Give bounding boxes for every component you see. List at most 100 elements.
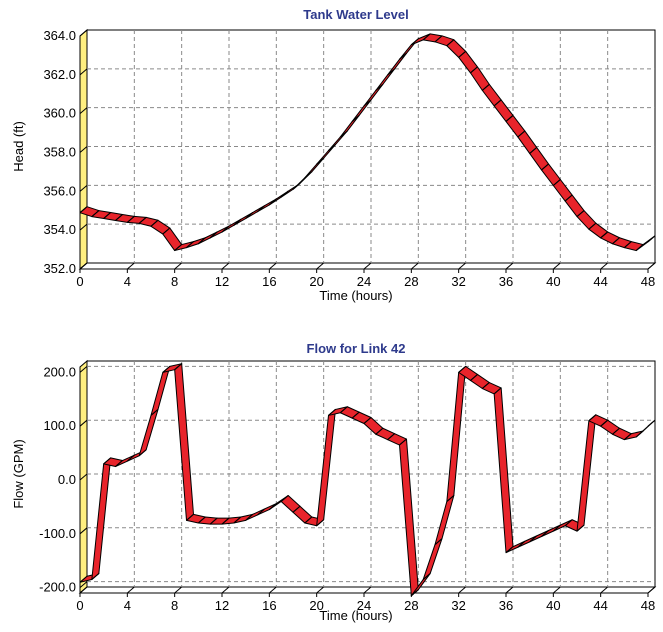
x-tick-label: 16 [262, 274, 276, 289]
x-tick-label: 24 [357, 598, 371, 613]
y-wall-tick [79, 68, 88, 76]
x-tick-label: 48 [641, 598, 655, 613]
data-point [233, 516, 242, 524]
data-point [186, 241, 194, 249]
data-point [529, 535, 537, 543]
data-point [505, 115, 514, 122]
data-point [647, 419, 656, 427]
data-point [600, 419, 608, 427]
data-point [624, 241, 632, 249]
x-floor-tick [600, 586, 608, 594]
data-point [328, 144, 336, 151]
data-point [292, 183, 301, 190]
x-tick-label: 16 [262, 598, 276, 613]
data-point [576, 210, 585, 217]
y-wall-tick [79, 581, 88, 588]
data-point [127, 216, 135, 223]
x-floor-tick [600, 262, 608, 270]
data-point [221, 225, 230, 233]
data-point [127, 454, 135, 462]
data-point [399, 52, 407, 60]
x-floor-tick [174, 586, 182, 594]
y-wall-tick [79, 223, 88, 231]
data-point [482, 382, 490, 389]
y-tick-label: 352.0 [43, 261, 76, 276]
x-floor-tick [505, 262, 514, 270]
x-floor-tick [221, 586, 230, 594]
data-point [245, 513, 253, 521]
data-point [612, 427, 620, 435]
data-point [363, 99, 372, 107]
series-ribbon [79, 363, 656, 597]
data-point [387, 68, 395, 76]
x-tick-label: 0 [76, 274, 83, 289]
data-point [529, 147, 537, 154]
data-point [79, 575, 88, 583]
data-point [446, 495, 455, 502]
x-tick-label: 0 [76, 598, 83, 613]
x-floor-tick [269, 586, 277, 594]
x-floor-tick [647, 586, 656, 594]
data-point [174, 244, 182, 251]
data-point [138, 449, 147, 457]
x-tick-label: 4 [124, 274, 131, 289]
data-point [576, 524, 585, 532]
x-tick-label: 48 [641, 274, 655, 289]
data-point [363, 417, 372, 424]
x-tick-label: 36 [499, 598, 513, 613]
data-point [91, 210, 100, 217]
y-tick-label: 200.0 [43, 364, 76, 379]
x-floor-tick [269, 262, 277, 270]
x-tick-label: 36 [499, 274, 513, 289]
data-point [186, 513, 194, 521]
data-point [458, 50, 466, 58]
data-point [351, 115, 360, 122]
y-wall-tick [79, 29, 88, 37]
data-point [304, 171, 313, 179]
data-point [91, 573, 100, 580]
data-point [541, 530, 549, 537]
data-point [411, 589, 419, 597]
x-tick-label: 8 [171, 598, 178, 613]
data-point [304, 516, 313, 524]
x-floor-tick [174, 262, 182, 270]
y-tick-label: -100.0 [39, 526, 76, 541]
y-wall-tick [79, 146, 88, 153]
x-tick-label: 44 [593, 598, 607, 613]
data-point [209, 517, 218, 525]
data-point [138, 216, 147, 224]
x-floor-tick [127, 586, 135, 594]
data-point [541, 163, 549, 171]
data-point [493, 99, 502, 107]
x-floor-tick [458, 586, 466, 594]
y-tick-label: 364.0 [43, 28, 76, 43]
data-point [434, 538, 443, 545]
x-tick-label: 12 [215, 274, 229, 289]
data-point [340, 406, 348, 414]
data-point [150, 219, 159, 227]
series-ribbon [79, 33, 656, 252]
data-point [292, 505, 301, 513]
data-point [564, 194, 573, 202]
x-floor-tick [316, 262, 324, 270]
data-point [269, 198, 277, 206]
data-point [399, 438, 407, 446]
data-point [233, 218, 242, 226]
x-floor-tick [458, 262, 466, 270]
data-point [245, 212, 253, 219]
data-point [351, 411, 360, 419]
y-axis-label: Head (ft) [11, 121, 26, 172]
y-tick-label: 356.0 [43, 183, 76, 198]
data-point [150, 409, 159, 416]
x-tick-label: 40 [546, 274, 560, 289]
data-point [458, 366, 466, 373]
x-tick-label: 44 [593, 274, 607, 289]
data-point [517, 130, 526, 138]
data-point [517, 540, 526, 548]
data-point [375, 83, 384, 91]
data-point [482, 83, 490, 91]
data-point [422, 33, 431, 41]
data-point [280, 190, 289, 198]
